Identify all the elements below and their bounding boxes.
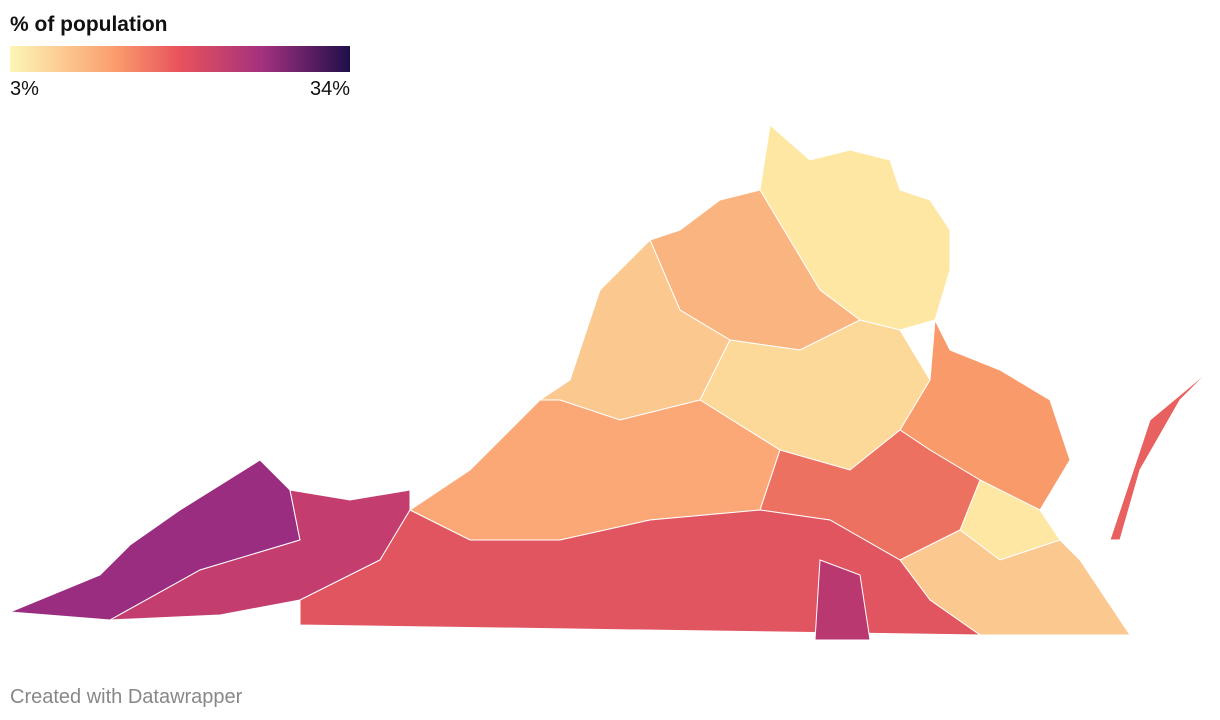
footer: Created with Datawrapper (10, 686, 243, 708)
county-region (814, 559, 871, 641)
map (9, 124, 1211, 641)
county-region (299, 509, 982, 636)
legend-label: 34% (310, 78, 350, 100)
county-region (1109, 369, 1211, 541)
legend-gradient (10, 46, 350, 72)
legend-ticks: 3% 34% (9, 72, 351, 100)
legend-title: % of population (10, 13, 167, 36)
legend-label: 3% (10, 78, 39, 100)
